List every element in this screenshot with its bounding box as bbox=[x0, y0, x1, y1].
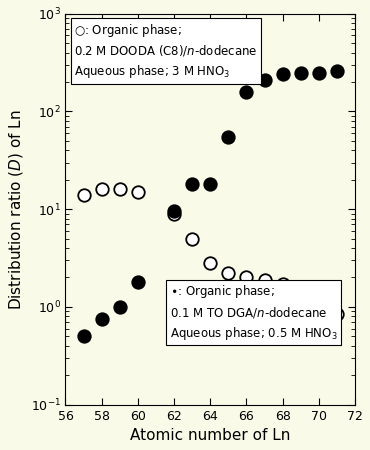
Y-axis label: Distribution ratio ($D$) of Ln: Distribution ratio ($D$) of Ln bbox=[7, 109, 25, 310]
X-axis label: Atomic number of Ln: Atomic number of Ln bbox=[130, 428, 290, 443]
Text: $\bigcirc$: Organic phase;
0.2 M DOODA (C8)/$n$-dodecane
Aqueous phase; 3 M HNO$: $\bigcirc$: Organic phase; 0.2 M DOODA (… bbox=[74, 22, 258, 80]
Text: $\bullet$: Organic phase;
0.1 M TO DGA/$n$-dodecane
Aqueous phase; 0.5 M HNO$_3$: $\bullet$: Organic phase; 0.1 M TO DGA/$… bbox=[170, 284, 337, 342]
